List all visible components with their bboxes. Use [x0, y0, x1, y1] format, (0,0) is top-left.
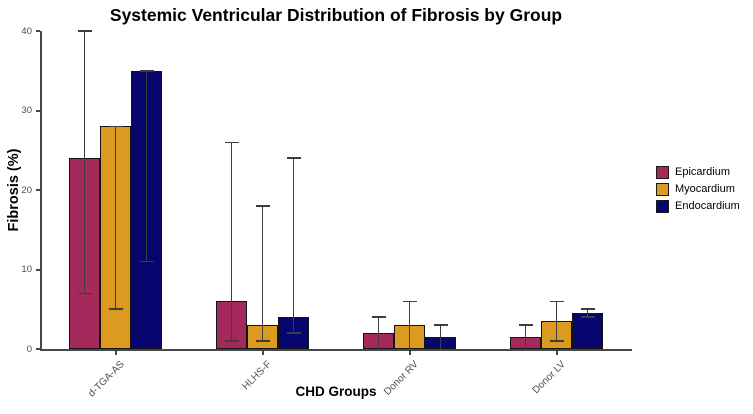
error-bar-cap-top [139, 69, 154, 72]
legend-item-epicardium: Epicardium [656, 164, 740, 180]
x-axis-title: CHD Groups [295, 384, 377, 399]
error-bar-cap-bottom [580, 316, 595, 318]
error-bar [83, 31, 86, 294]
legend-item-endocardium: Endocardium [656, 198, 740, 214]
error-bar-cap-top [224, 141, 239, 144]
error-bar-cap-top [433, 324, 448, 326]
error-bar [145, 70, 148, 262]
x-tick [555, 351, 558, 355]
error-bar [408, 301, 411, 349]
legend-swatch-epicardium [656, 165, 669, 179]
legend-label: Endocardium [675, 199, 740, 212]
x-tick [261, 351, 264, 355]
error-bar [524, 325, 527, 349]
error-bar [261, 205, 264, 342]
y-tick [36, 109, 40, 112]
legend: Epicardium Myocardium Endocardium [656, 164, 740, 215]
error-bar-cap-top [286, 157, 301, 159]
error-bar-cap-bottom [77, 292, 92, 295]
plot-area: 0 10 20 30 40 d-TGA-AS HLHS-F Donor RV Donor LV [21, 26, 632, 399]
error-bar-cap-top [402, 300, 417, 303]
error-bar-cap-top [77, 30, 92, 32]
y-tick [36, 30, 40, 32]
y-tick [36, 268, 40, 271]
error-bar-cap-bottom [108, 308, 123, 311]
error-bar-cap-top [518, 324, 533, 326]
error-bar [230, 142, 233, 342]
y-axis-line [40, 31, 42, 351]
error-bar-cap-top [108, 125, 123, 128]
y-tick-label: 0 [26, 343, 32, 355]
legend-swatch-endocardium [656, 199, 669, 213]
legend-label: Myocardium [675, 182, 735, 195]
y-tick [36, 348, 40, 350]
error-bar [439, 325, 442, 349]
error-bar-cap-top [255, 205, 270, 207]
y-tick-label: 20 [21, 184, 32, 196]
legend-label: Epicardium [675, 165, 731, 178]
error-bar-cap-bottom [224, 340, 239, 342]
legend-swatch-myocardium [656, 182, 669, 196]
y-tick [36, 189, 40, 191]
error-bar [114, 126, 117, 310]
error-bar [377, 317, 380, 349]
x-tick [408, 351, 411, 355]
error-bar [555, 301, 558, 342]
chart-title: Systemic Ventricular Distribution of Fib… [109, 5, 563, 25]
error-bar-cap-bottom [286, 332, 301, 334]
x-axis-line [40, 349, 632, 351]
error-bar-cap-bottom [139, 260, 154, 263]
error-bar [586, 309, 589, 318]
error-bar-cap-top [580, 308, 595, 311]
legend-item-myocardium: Myocardium [656, 181, 740, 197]
error-bar-cap-top [549, 300, 564, 303]
error-bar [292, 158, 295, 334]
error-bar-cap-bottom [255, 340, 270, 342]
y-tick-label: 10 [21, 264, 32, 275]
error-bar-cap-top [371, 316, 386, 318]
bar-endocardium-donor-lv [572, 313, 603, 349]
error-bar-cap-bottom [549, 340, 564, 342]
y-tick-label: 30 [21, 105, 32, 116]
y-tick-label: 40 [21, 25, 32, 37]
x-tick [114, 351, 117, 355]
